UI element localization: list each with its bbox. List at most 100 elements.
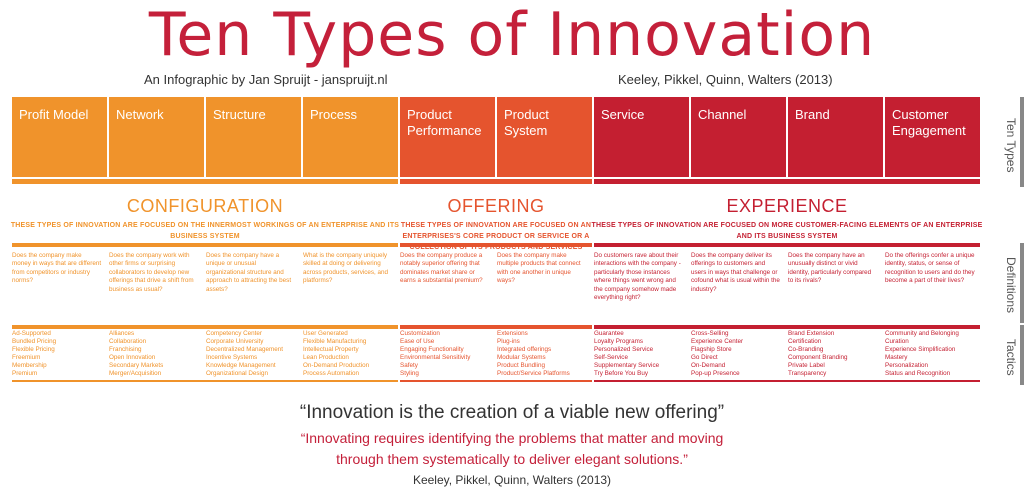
tactic-item: Mastery: [885, 354, 908, 361]
offering-description: These types of innovation are focused on…: [400, 222, 592, 251]
experience-rule: [594, 380, 980, 382]
tactic-item: Integrated offerings: [497, 346, 552, 353]
tactic-item: Open Innovation: [109, 354, 156, 361]
tactic-item: Pop-up Presence: [691, 370, 740, 377]
type-tile-structure: Structure: [206, 97, 301, 177]
tactic-item: Certification: [788, 338, 822, 345]
tactic-item: Flagship Store: [691, 346, 732, 353]
definition-8: Does the company deliver its offerings t…: [691, 252, 780, 293]
configuration-rule: [12, 325, 398, 329]
tactics-list-5: Customization Ease of Use Engaging Functio…: [400, 330, 492, 378]
configuration-description: These types of innovation are focused on…: [10, 222, 400, 240]
tactic-item: Experience Center: [691, 338, 744, 345]
definition-4: What is the company uniquely skilled at …: [303, 252, 389, 285]
tactic-item: Knowledge Management: [206, 362, 276, 369]
tactic-item: Extensions: [497, 330, 528, 337]
authors-citation: Keeley, Pikkel, Quinn, Walters (2013): [618, 72, 833, 87]
side-label-definitions: Definitions: [1004, 257, 1018, 314]
tactic-item: Decentralized Management: [206, 346, 284, 353]
offering-heading: OFFERING: [447, 196, 545, 216]
type-tile-product-performance: Product Performance: [400, 97, 495, 177]
configuration-rule: [12, 380, 398, 382]
tactic-item: Styling: [400, 370, 419, 377]
tactic-item: Go Direct: [691, 354, 718, 361]
type-tile-product-system: Product System: [497, 97, 592, 177]
tactic-item: Flexible Pricing: [12, 346, 55, 353]
definition-7: Do customers rave about their interactio…: [594, 252, 681, 302]
tactic-item: Co-Branding: [788, 346, 824, 353]
tactic-item: Product Bundling: [497, 362, 545, 369]
tactic-item: Supplementary Service: [594, 362, 660, 369]
type-tile-process: Process: [303, 97, 398, 177]
tactic-item: Brand Extension: [788, 330, 835, 337]
tactic-item: Corporate University: [206, 338, 264, 345]
tactic-item: Experience Simplification: [885, 346, 956, 353]
definition-9: Does the company have an unusually disti…: [788, 252, 872, 285]
tactic-item: Guarantee: [594, 330, 624, 337]
tactic-item: Personalized Service: [594, 346, 654, 353]
tactics-list-1: Ad-Supported Bundled Pricing Flexible Pric…: [12, 330, 104, 378]
experience-rule: [594, 325, 980, 329]
tactic-item: Loyalty Programs: [594, 338, 643, 345]
type-tile-network: Network: [109, 97, 204, 177]
definition-2: Does the company work with other firms o…: [109, 252, 194, 293]
tactic-item: Alliances: [109, 330, 135, 337]
tactic-item: Transparency: [788, 370, 827, 377]
type-tile-brand: Brand: [788, 97, 883, 177]
tactics-list-2: Alliances Collaboration Franchising Open In…: [109, 330, 201, 378]
side-divider-definitions: [1020, 243, 1024, 323]
quote-main: “Innovation is the creation of a viable …: [299, 402, 725, 423]
tactic-item: Cross-Selling: [691, 330, 729, 337]
tactic-item: On-Demand Production: [303, 362, 370, 369]
tactic-item: Process Automation: [303, 370, 360, 377]
tactic-item: Flexible Manufacturing: [303, 338, 367, 345]
tactic-item: Safety: [400, 362, 418, 369]
side-label-ten-types: Ten Types: [1004, 117, 1018, 173]
tactic-item: Incentive Systems: [206, 354, 258, 361]
definition-6: Does the company make multiple products …: [497, 252, 581, 285]
type-tile-service: Service: [594, 97, 689, 177]
tactic-item: Product/Service Platforms: [497, 370, 570, 377]
tactics-list-6: Extensions Plug-ins Integrated offerings Mo…: [497, 330, 589, 378]
tactic-item: Customization: [400, 330, 440, 337]
tactics-list-4: User Generated Flexible Manufacturing Inte…: [303, 330, 395, 378]
configuration-rule: [12, 179, 398, 184]
side-divider-tactics: [1020, 325, 1024, 385]
quote-sub-line-2: through them systematically to deliver e…: [336, 451, 688, 467]
page-title: Ten Types of Innovation: [148, 0, 876, 70]
offering-rule: [400, 325, 592, 329]
tactic-item: Membership: [12, 362, 47, 369]
tactic-item: Premium: [12, 370, 38, 377]
tactic-item: Environmental Sensitivity: [400, 354, 471, 361]
configuration-rule: [12, 243, 398, 247]
side-label-tactics: Tactics: [1004, 339, 1018, 376]
tactics-list-8: Cross-Selling Experience Center Flagship S…: [691, 330, 783, 378]
tactic-item: Engaging Functionality: [400, 346, 464, 353]
tactic-item: Private Label: [788, 362, 825, 369]
definition-5: Does the company produce a notably super…: [400, 252, 483, 285]
tactic-item: Secondary Markets: [109, 362, 164, 369]
tactics-list-9: Brand Extension Certification Co-Branding C…: [788, 330, 880, 378]
tactics-list-3: Competency Center Corporate University Dec…: [206, 330, 298, 378]
type-tile-profit-model: Profit Model: [12, 97, 107, 177]
tactic-item: Plug-ins: [497, 338, 520, 345]
tactic-item: Self-Service: [594, 354, 628, 361]
quote-citation: Keeley, Pikkel, Quinn, Walters (2013): [412, 473, 612, 487]
quote-sub-line-1: “Innovating requires identifying the pro…: [300, 430, 724, 446]
tactic-item: On-Demand: [691, 362, 726, 369]
tactics-list-7: Guarantee Loyalty Programs Personalized Se…: [594, 330, 686, 378]
definition-10: Do the offerings confer a unique identit…: [885, 252, 975, 285]
experience-description: These types of innovation are focused on…: [591, 222, 983, 240]
tactic-item: User Generated: [303, 330, 348, 337]
experience-rule: [594, 179, 980, 184]
tactic-item: Curation: [885, 338, 909, 345]
experience-rule: [594, 243, 980, 247]
tactic-item: Component Branding: [788, 354, 848, 361]
type-tile-customer-engagement: Customer Engagement: [885, 97, 980, 177]
tactic-item: Merger/Acquisition: [109, 370, 162, 377]
tactic-item: Status and Recognition: [885, 370, 951, 377]
offering-rule: [400, 243, 592, 247]
configuration-heading: CONFIGURATION: [126, 196, 284, 216]
tactic-item: Personalization: [885, 362, 929, 369]
tactic-item: Organizational Design: [206, 370, 268, 377]
